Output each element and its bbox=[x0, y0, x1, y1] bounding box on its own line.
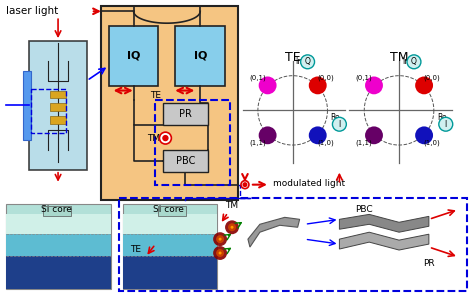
Text: TM: TM bbox=[390, 51, 408, 64]
Text: IQ: IQ bbox=[127, 51, 140, 61]
Circle shape bbox=[439, 117, 453, 131]
Circle shape bbox=[259, 77, 276, 94]
Bar bbox=[175, 26, 225, 86]
Text: I: I bbox=[445, 120, 447, 129]
Text: (1,0): (1,0) bbox=[317, 140, 334, 146]
Circle shape bbox=[216, 249, 224, 257]
Text: Re: Re bbox=[437, 113, 447, 122]
Circle shape bbox=[241, 181, 249, 189]
Text: modulated light: modulated light bbox=[273, 179, 345, 188]
Circle shape bbox=[301, 55, 315, 69]
Text: Im: Im bbox=[296, 57, 305, 66]
Bar bbox=[50, 116, 66, 124]
Bar bbox=[6, 256, 111, 289]
Text: I: I bbox=[338, 120, 340, 129]
Circle shape bbox=[213, 246, 227, 260]
Text: PBC: PBC bbox=[356, 205, 373, 214]
Text: Si core: Si core bbox=[153, 205, 184, 214]
Circle shape bbox=[407, 55, 421, 69]
Text: (1,1): (1,1) bbox=[356, 140, 373, 146]
Bar bbox=[43, 206, 71, 216]
Text: (0,1): (0,1) bbox=[249, 74, 266, 81]
Bar bbox=[6, 234, 111, 256]
Circle shape bbox=[225, 220, 239, 234]
Text: (1,0): (1,0) bbox=[424, 140, 440, 146]
Polygon shape bbox=[339, 214, 429, 232]
Circle shape bbox=[219, 252, 221, 255]
Text: (0,0): (0,0) bbox=[424, 74, 440, 81]
Circle shape bbox=[213, 232, 227, 246]
Bar bbox=[123, 204, 217, 289]
Bar bbox=[6, 204, 111, 289]
Circle shape bbox=[309, 77, 327, 94]
Text: Q: Q bbox=[305, 57, 310, 66]
Bar bbox=[158, 206, 186, 216]
Bar bbox=[123, 256, 217, 289]
Bar bbox=[118, 198, 466, 291]
Bar bbox=[6, 214, 111, 234]
Text: TE: TE bbox=[285, 51, 301, 64]
Text: PR: PR bbox=[423, 259, 435, 268]
Bar bbox=[50, 103, 66, 111]
Circle shape bbox=[259, 127, 276, 144]
Circle shape bbox=[163, 136, 168, 140]
Bar bbox=[164, 103, 208, 125]
Bar bbox=[31, 89, 66, 133]
Text: Re: Re bbox=[330, 113, 340, 122]
Text: Im: Im bbox=[402, 57, 411, 66]
Text: PR: PR bbox=[179, 109, 192, 119]
Circle shape bbox=[415, 127, 433, 144]
Circle shape bbox=[365, 127, 383, 144]
Text: TM: TM bbox=[226, 201, 238, 210]
Circle shape bbox=[415, 77, 433, 94]
Circle shape bbox=[228, 223, 236, 231]
Bar bbox=[101, 6, 238, 200]
Text: TE: TE bbox=[130, 244, 141, 254]
Bar bbox=[123, 214, 217, 234]
Text: (0,0): (0,0) bbox=[317, 74, 334, 81]
Text: laser light: laser light bbox=[6, 6, 59, 16]
Circle shape bbox=[365, 77, 383, 94]
Polygon shape bbox=[339, 232, 429, 250]
Circle shape bbox=[309, 127, 327, 144]
Circle shape bbox=[230, 226, 234, 229]
Circle shape bbox=[219, 238, 221, 241]
Text: PBC: PBC bbox=[176, 156, 195, 166]
Bar bbox=[50, 91, 66, 99]
Circle shape bbox=[159, 132, 172, 144]
Polygon shape bbox=[248, 217, 300, 247]
Text: (0,1): (0,1) bbox=[356, 74, 373, 81]
Text: IQ: IQ bbox=[193, 51, 207, 61]
Text: Si core: Si core bbox=[41, 205, 72, 214]
Circle shape bbox=[332, 117, 346, 131]
Bar bbox=[29, 41, 87, 170]
Circle shape bbox=[216, 235, 224, 243]
Text: TM: TM bbox=[147, 134, 161, 143]
Text: TE: TE bbox=[150, 91, 161, 100]
Bar bbox=[164, 150, 208, 172]
Text: (1,1): (1,1) bbox=[249, 140, 266, 146]
Bar bbox=[123, 234, 217, 256]
Text: Q: Q bbox=[411, 57, 417, 66]
Bar bbox=[23, 71, 31, 140]
Bar bbox=[155, 100, 230, 185]
Circle shape bbox=[243, 183, 247, 187]
Bar bbox=[109, 26, 158, 86]
